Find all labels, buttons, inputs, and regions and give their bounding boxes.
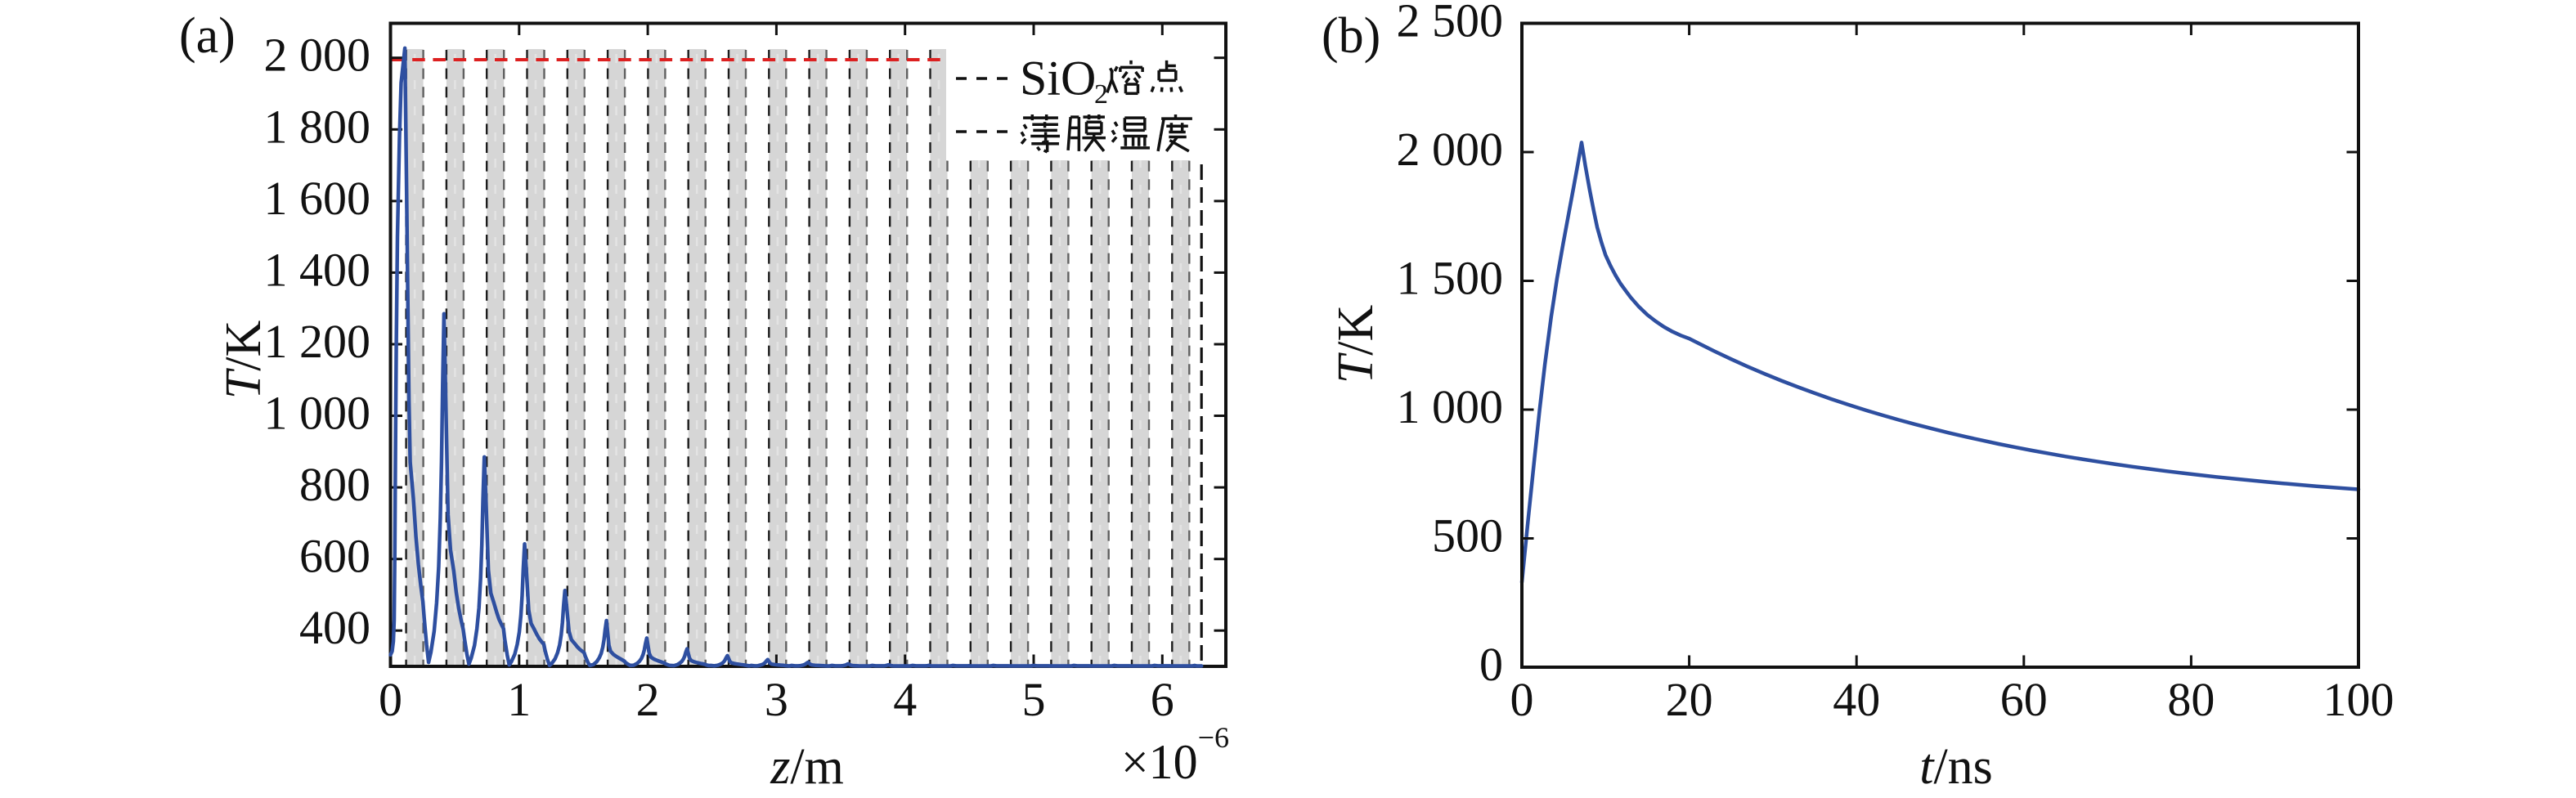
svg-text:400: 400 [299,601,370,654]
svg-text:0: 0 [1510,673,1534,726]
svg-text:z/m: z/m [770,739,844,794]
svg-text:SiO: SiO [1020,52,1096,105]
svg-text:2: 2 [1094,79,1108,110]
svg-text:T/K: T/K [1328,305,1384,384]
svg-text:60: 60 [2000,673,2048,726]
svg-text:0: 0 [379,673,402,726]
svg-text:5: 5 [1022,673,1046,726]
svg-text:80: 80 [2167,673,2215,726]
svg-text:T/K: T/K [216,321,272,400]
svg-text:2 500: 2 500 [1397,0,1504,47]
svg-text:800: 800 [299,458,370,511]
svg-text:40: 40 [1833,673,1880,726]
svg-text:100: 100 [2323,673,2394,726]
svg-text:1 000: 1 000 [264,387,371,440]
svg-text:t/ns: t/ns [1919,739,1993,794]
svg-text:1: 1 [507,673,531,726]
svg-text:20: 20 [1666,673,1713,726]
svg-text:1 500: 1 500 [1397,252,1504,305]
svg-text:1 200: 1 200 [264,315,371,368]
svg-text:1 800: 1 800 [264,100,371,153]
svg-text:6: 6 [1151,673,1174,726]
svg-text:(a): (a) [179,8,236,64]
svg-text:2 000: 2 000 [1397,123,1504,176]
svg-text:1 000: 1 000 [1397,380,1504,433]
svg-text:4: 4 [893,673,917,726]
svg-text:2 000: 2 000 [264,29,371,82]
svg-text:0: 0 [1479,638,1503,691]
svg-text:1 600: 1 600 [264,172,371,225]
svg-text:1 400: 1 400 [264,243,371,296]
svg-text:500: 500 [1432,509,1503,563]
svg-text:(b): (b) [1322,8,1380,64]
svg-text:2: 2 [636,673,660,726]
svg-text:3: 3 [765,673,788,726]
svg-text:600: 600 [299,530,370,583]
